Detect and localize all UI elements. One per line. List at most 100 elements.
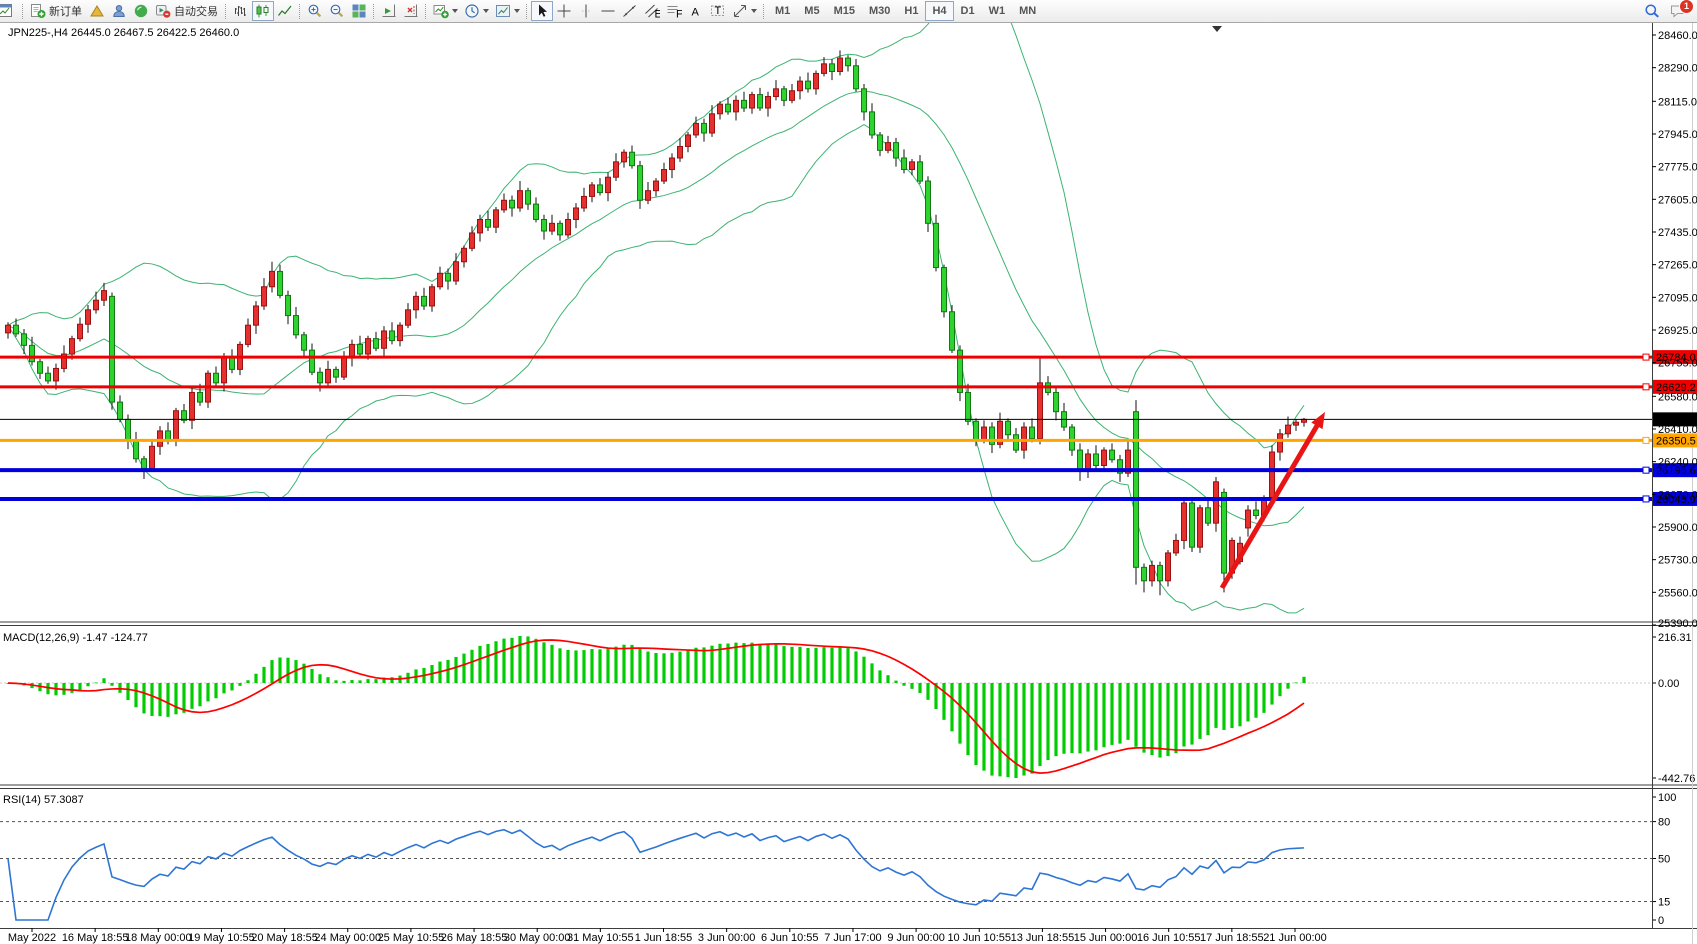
svg-text:80: 80 xyxy=(1658,817,1670,829)
svg-text:26410.0: 26410.0 xyxy=(1658,424,1697,436)
bollinger-bands xyxy=(7,22,1305,614)
market-watch-button[interactable] xyxy=(86,1,108,21)
svg-text:27435.0: 27435.0 xyxy=(1658,227,1697,239)
price-axis[interactable]: 26784.0 26629.2 26350.5 26195.6 26045.9 26460… xyxy=(1652,30,1697,630)
chart-shift-icon xyxy=(404,4,418,17)
periods-button[interactable] xyxy=(461,1,492,21)
svg-text:15 Jun 00:00: 15 Jun 00:00 xyxy=(1074,932,1138,944)
new-order-label: 新订单 xyxy=(49,6,82,18)
fibonacci-icon: F xyxy=(667,6,682,20)
svg-text:28460.0: 28460.0 xyxy=(1658,30,1697,42)
text-button[interactable]: A xyxy=(685,1,707,21)
tf-h4-button[interactable]: H4 xyxy=(925,1,954,21)
notifications-button[interactable]: 1 xyxy=(1667,0,1694,21)
tf-mn-button[interactable]: MN xyxy=(1012,1,1043,21)
svg-text:T: T xyxy=(715,5,722,17)
bars-icon xyxy=(235,6,246,16)
line-icon xyxy=(277,5,292,16)
svg-text:0.00: 0.00 xyxy=(1658,678,1679,690)
trend-arrow[interactable] xyxy=(1219,412,1325,590)
tester-icon xyxy=(134,4,148,18)
tile-icon xyxy=(352,4,366,18)
chart-canvas[interactable]: 216.31 0.00 -442.76 100 80 50 15 0 26784.0 26629.… xyxy=(0,22,1697,944)
strategy-tester-button[interactable] xyxy=(130,1,152,21)
svg-text:26629.2: 26629.2 xyxy=(1656,382,1696,394)
tf-m30-button[interactable]: M30 xyxy=(862,1,897,21)
auto-scroll-button[interactable] xyxy=(378,1,400,21)
svg-text:26350.5: 26350.5 xyxy=(1656,435,1696,447)
candlestick-chart-button[interactable] xyxy=(252,1,274,21)
svg-text:17 Jun 18:55: 17 Jun 18:55 xyxy=(1200,932,1264,944)
templates-button[interactable] xyxy=(492,1,523,21)
zoom-out-icon xyxy=(330,4,344,18)
svg-text:26784.0: 26784.0 xyxy=(1656,352,1696,364)
chevron-down-icon[interactable] xyxy=(452,9,458,13)
svg-text:16 May 18:55: 16 May 18:55 xyxy=(62,932,129,944)
tf-h1-button[interactable]: H1 xyxy=(897,1,925,21)
autotrading-button[interactable]: 自动交易 xyxy=(152,1,222,21)
chevron-down-icon[interactable] xyxy=(751,9,757,13)
crosshair-icon xyxy=(557,4,571,18)
tf-h1-label: H1 xyxy=(904,5,919,17)
line-chart-button[interactable] xyxy=(274,1,296,21)
svg-text:30 May 00:00: 30 May 00:00 xyxy=(504,932,571,944)
panel-borders xyxy=(0,22,1697,944)
svg-text:26240.0: 26240.0 xyxy=(1658,457,1697,469)
cursor-icon xyxy=(539,4,547,17)
zoom-in-icon xyxy=(308,4,322,18)
chart-shift-marker[interactable] xyxy=(1212,26,1222,32)
svg-text:26460.0: 26460.0 xyxy=(1656,414,1696,426)
fibonacci-button[interactable]: F xyxy=(663,1,685,21)
chart-shift-button[interactable] xyxy=(400,1,422,21)
navigator-button[interactable] xyxy=(108,1,130,21)
toolbar: 新订单 自动交易 E F A T M1 M5 M15 M30 H1 H4 D1 W1 MN 1 xyxy=(0,0,1697,23)
svg-text:15: 15 xyxy=(1658,897,1670,909)
crosshair-button[interactable] xyxy=(553,1,575,21)
tf-m15-button[interactable]: M15 xyxy=(827,1,862,21)
text-label-button[interactable]: T xyxy=(707,1,729,21)
indicators-button[interactable] xyxy=(430,1,461,21)
autotrading-label: 自动交易 xyxy=(174,6,218,18)
toolbar-group-zoom xyxy=(296,0,370,22)
chart-window-button[interactable] xyxy=(0,0,19,22)
search-button[interactable] xyxy=(1641,1,1663,21)
toolbar-group-timeframes: M1 M5 M15 M30 H1 H4 D1 W1 MN xyxy=(760,0,1043,22)
bar-chart-button[interactable] xyxy=(230,1,252,21)
tf-w1-label: W1 xyxy=(988,5,1006,17)
svg-text:May 2022: May 2022 xyxy=(8,932,56,944)
vertical-line-button[interactable] xyxy=(575,1,597,21)
svg-text:27265.0: 27265.0 xyxy=(1658,260,1697,272)
candles-icon xyxy=(256,4,269,18)
new-order-icon xyxy=(31,4,46,18)
toolbar-group-chart-type xyxy=(222,0,296,22)
arrows-button[interactable] xyxy=(729,1,760,21)
tf-d1-button[interactable]: D1 xyxy=(954,1,982,21)
tf-m1-button[interactable]: M1 xyxy=(768,1,797,21)
svg-text:26070.0: 26070.0 xyxy=(1658,489,1697,501)
chevron-down-icon[interactable] xyxy=(483,9,489,13)
horizontal-line-button[interactable] xyxy=(597,1,619,21)
trendline-button[interactable] xyxy=(619,1,641,21)
auto-scroll-icon xyxy=(382,4,396,17)
tf-m5-button[interactable]: M5 xyxy=(797,1,826,21)
tf-d1-label: D1 xyxy=(960,5,975,17)
chevron-down-icon[interactable] xyxy=(514,9,520,13)
zoom-in-button[interactable] xyxy=(304,1,326,21)
equidistant-channel-button[interactable]: E xyxy=(641,1,663,21)
svg-text:27605.0: 27605.0 xyxy=(1658,194,1697,206)
svg-text:24 May 00:00: 24 May 00:00 xyxy=(314,932,381,944)
horizontal-level-lines[interactable] xyxy=(0,353,1652,503)
svg-text:13 Jun 18:55: 13 Jun 18:55 xyxy=(1011,932,1075,944)
tf-w1-button[interactable]: W1 xyxy=(982,1,1013,21)
svg-text:F: F xyxy=(676,9,682,20)
cursor-button[interactable] xyxy=(531,1,553,21)
svg-text:3 Jun 00:00: 3 Jun 00:00 xyxy=(698,932,756,944)
new-order-button[interactable]: 新订单 xyxy=(27,1,86,21)
tf-m30-label: M30 xyxy=(868,5,891,17)
svg-text:25560.0: 25560.0 xyxy=(1658,587,1697,599)
tile-windows-button[interactable] xyxy=(348,1,370,21)
zoom-out-button[interactable] xyxy=(326,1,348,21)
svg-text:18 May 00:00: 18 May 00:00 xyxy=(125,932,192,944)
